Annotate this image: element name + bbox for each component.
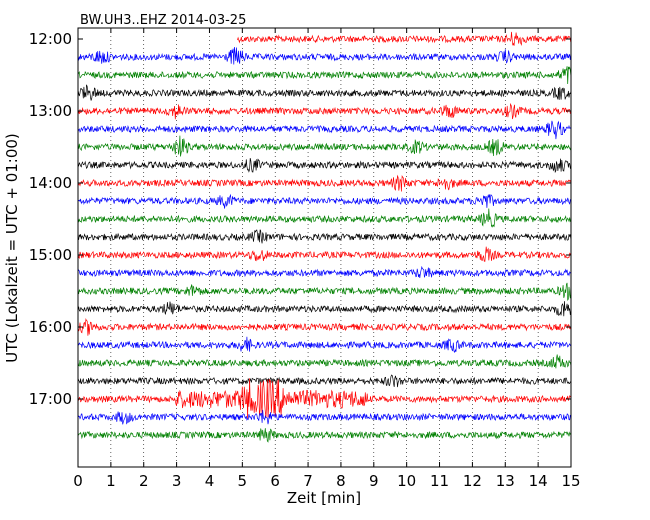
trace-line-1400 (77, 174, 572, 192)
x-tick-label: 3 (172, 472, 182, 490)
trace-line-1245 (77, 84, 572, 101)
trace-line-1230 (77, 66, 572, 85)
trace-line-1545 (77, 301, 572, 317)
x-tick-label: 8 (336, 472, 346, 490)
y-tick-label: 12:00 (29, 30, 72, 48)
plot-frame (77, 27, 572, 468)
trace-line-1530 (77, 282, 572, 302)
x-tick-label: 10 (397, 472, 416, 490)
trace-line-1445 (77, 229, 572, 244)
trace-line-1430 (77, 208, 572, 228)
y-tick-label: 17:00 (29, 390, 72, 408)
trace-line-1345 (77, 158, 572, 174)
x-tick-label: 12 (463, 472, 482, 490)
chart-title: BW.UH3..EHZ 2014-03-25 (80, 13, 246, 28)
y-tick-label: 16:00 (29, 318, 72, 336)
x-tick-label: 6 (270, 472, 280, 490)
x-axis-label: Zeit [min] (287, 489, 361, 507)
trace-line-1500 (77, 246, 572, 262)
x-tick-label: 1 (106, 472, 116, 490)
plot-area (78, 28, 571, 467)
trace-line-1600 (77, 318, 572, 336)
y-tick-label: 15:00 (29, 246, 72, 264)
x-tick-label: 7 (303, 472, 313, 490)
axis-ticks: 0 1 2 3 4 5 6 7 8 9 10 11 12 13 14 1512:0013:0014:0015:… (29, 28, 581, 490)
x-tick-label: 4 (205, 472, 215, 490)
trace-group (77, 31, 572, 443)
trace-line-1615 (77, 336, 572, 353)
trace-line-1730 (77, 428, 572, 443)
x-tick-label: 15 (561, 472, 580, 490)
trace-line-1630 (77, 354, 572, 369)
x-tick-label: 9 (369, 472, 379, 490)
y-tick-label: 13:00 (29, 102, 72, 120)
trace-line-1200 (237, 31, 572, 46)
trace-line-1645 (77, 374, 572, 388)
x-tick-label: 5 (238, 472, 248, 490)
trace-line-1300 (77, 102, 572, 120)
trace-line-1315 (77, 120, 572, 140)
trace-line-1330 (77, 135, 572, 157)
x-tick-label: 14 (529, 472, 548, 490)
x-tick-label: 11 (430, 472, 449, 490)
x-tick-label: 0 (73, 472, 83, 490)
trace-line-1215 (77, 46, 572, 65)
trace-line-1515 (77, 265, 572, 279)
trace-line-1715 (77, 409, 572, 425)
x-tick-label: 2 (139, 472, 149, 490)
trace-line-1700 (77, 378, 572, 419)
x-tick-label: 13 (496, 472, 515, 490)
y-axis-label: UTC (Lokalzeit = UTC + 01:00) (3, 133, 21, 363)
y-tick-label: 14:00 (29, 174, 72, 192)
trace-line-1415 (77, 193, 572, 209)
